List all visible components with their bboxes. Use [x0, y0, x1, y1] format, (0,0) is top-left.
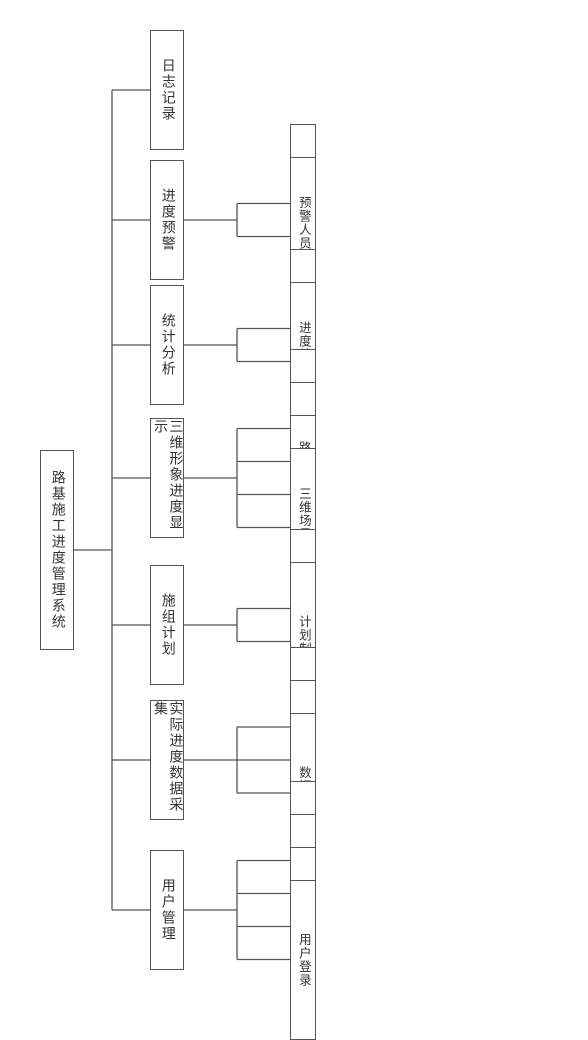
level1-label: 施组计划: [159, 593, 174, 657]
level1-label: 进度预警: [159, 188, 174, 252]
root-label: 路基施工进度管理系统: [49, 470, 64, 630]
level1-label: 三维形象进度显示: [152, 419, 183, 537]
level1-label: 日志记录: [159, 58, 174, 122]
level2-node: 用户登录: [290, 880, 316, 1040]
level1-label: 实际进度数据采集: [152, 701, 183, 819]
level1-node: 施组计划: [150, 565, 184, 685]
level2-label: 用户登录: [296, 933, 310, 987]
root-node: 路基施工进度管理系统: [40, 450, 74, 650]
level1-label: 用户管理: [159, 878, 174, 942]
level1-node: 三维形象进度显示: [150, 418, 184, 538]
level1-node: 日志记录: [150, 30, 184, 150]
level1-node: 用户管理: [150, 850, 184, 970]
level1-node: 进度预警: [150, 160, 184, 280]
level1-node: 统计分析: [150, 285, 184, 405]
level1-node: 实际进度数据采集: [150, 700, 184, 820]
level1-label: 统计分析: [159, 313, 174, 377]
